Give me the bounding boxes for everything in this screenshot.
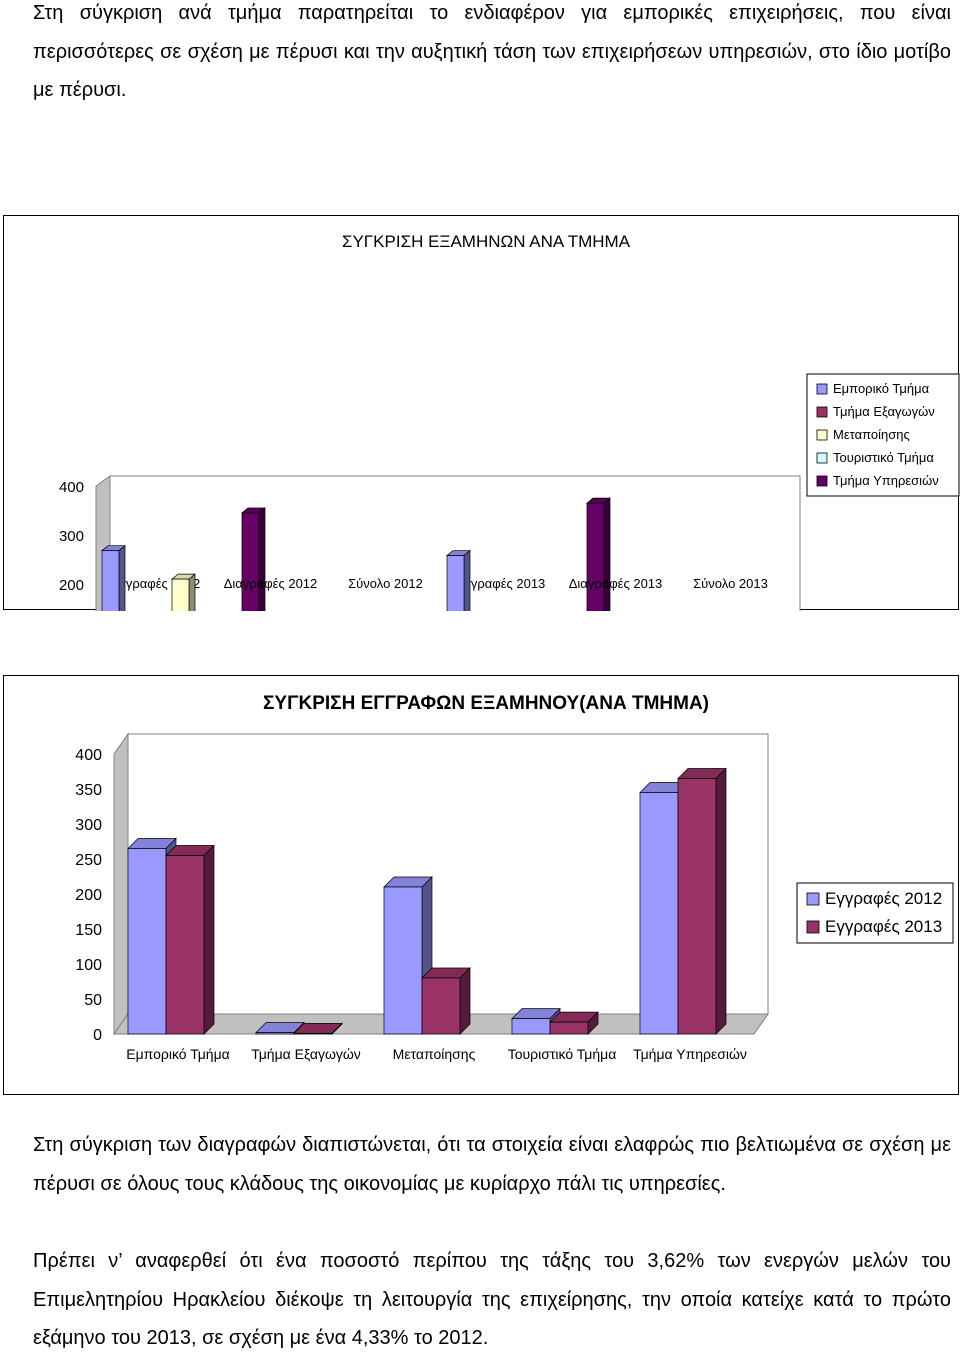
category-label: Διαγραφές 2013	[569, 576, 663, 591]
y-tick-label: 350	[75, 782, 102, 799]
category-label: Σύνολο 2013	[693, 576, 768, 591]
bar-item-2-0	[171, 573, 196, 611]
legend-swatch	[806, 892, 820, 906]
bar-item-1-4	[677, 767, 727, 1035]
category-label: Εγγραφές 2013	[456, 576, 546, 591]
category-label: Τουριστικό Τμήμα	[508, 1046, 617, 1062]
y-tick-label: 200	[59, 577, 84, 594]
y-tick-label: 300	[59, 528, 84, 545]
legend-swatch	[806, 920, 820, 934]
y-tick-label: 100	[75, 957, 102, 974]
category-label: Διαγραφές 2012	[224, 576, 318, 591]
legend-label: Τμήμα Εξαγωγών	[833, 404, 935, 419]
bar-item-4-0-side	[258, 507, 266, 611]
bar-item-1-0	[165, 844, 215, 1035]
bar-item-1-2-side	[459, 967, 471, 1035]
bar-item-0-3-front	[511, 1018, 551, 1035]
y-tick-label: 250	[75, 852, 102, 869]
chart-title: ΣΥΓΚΡΙΣΗ ΕΞΑΜΗΝΩΝ ΑΝΑ ΤΜΗΜΑ	[342, 232, 631, 251]
semester-comparison-chart-svg: -200-1000100200300400ΣΥΓΚΡΙΣΗ ΕΞΑΜΗΝΩΝ Α…	[59, 232, 960, 611]
legend-swatch	[816, 452, 828, 464]
legend-swatch	[816, 429, 828, 441]
registrations-comparison-chart-svg: 0 50 100 150 200 250 300 350 400 ΣΥΓΚΡΙΣΗ ΕΓΓΡΑΦΩ…	[75, 693, 954, 1062]
bar-item-4-0-front	[241, 512, 260, 611]
bar-item-1-0-front	[165, 855, 205, 1035]
category-label: Μεταποίησης	[393, 1046, 476, 1062]
plot-back-wall	[109, 475, 801, 611]
bar-item-2-0-front	[171, 578, 190, 611]
bar-item-0-3-side	[463, 549, 471, 611]
legend-swatch	[816, 475, 828, 487]
legend-label: Εγγραφές 2012	[825, 889, 942, 908]
category-label: Εμπορικό Τμήμα	[126, 1046, 230, 1062]
plot-side-wall	[113, 732, 129, 1036]
bar-item-0-3-front	[446, 555, 465, 611]
y-tick-label: 0	[93, 1027, 102, 1044]
legend-label: Εγγραφές 2013	[825, 917, 942, 936]
legend-box	[796, 882, 954, 944]
bar-item-0-0-side	[118, 544, 126, 611]
bar-item-1-4-side	[715, 767, 727, 1035]
percentage-paragraph: Πρέπει ν’ αναφερθεί ότι ένα ποσοστό περί…	[33, 1250, 951, 1349]
bar-item-0-4-front	[639, 792, 679, 1035]
legend-box	[806, 373, 960, 497]
legend-label: Τμήμα Υπηρεσιών	[833, 473, 939, 488]
bar-item-4-3-front	[586, 502, 605, 611]
legend-label: Εμπορικό Τμήμα	[833, 381, 930, 396]
category-label: Τμήμα Υπηρεσιών	[633, 1046, 747, 1062]
legend-swatch	[816, 383, 828, 395]
bar-item-0-0-front	[127, 848, 167, 1035]
semester-comparison-chart: -200-1000100200300400ΣΥΓΚΡΙΣΗ ΕΞΑΜΗΝΩΝ Α…	[3, 215, 960, 611]
bar-item-1-1	[293, 1022, 343, 1035]
category-label: Σύνολο 2012	[348, 576, 423, 591]
y-tick-label: 150	[75, 922, 102, 939]
bar-item-0-3	[446, 549, 471, 611]
y-tick-label: 400	[59, 479, 84, 496]
y-tick-label: 200	[75, 887, 102, 904]
y-tick-label: 300	[75, 817, 102, 834]
registrations-comparison-chart: 0 50 100 150 200 250 300 350 400 ΣΥΓΚΡΙΣΗ ΕΓΓΡΑΦΩ…	[3, 675, 959, 1095]
intro-paragraph: Στη σύγκριση ανά τμήμα παρατηρείται το ε…	[33, 2, 951, 101]
bar-item-1-2	[421, 967, 471, 1035]
legend-swatch	[816, 406, 828, 418]
bar-item-1-0-side	[203, 844, 215, 1035]
chart-title: ΣΥΓΚΡΙΣΗ ΕΓΓΡΑΦΩΝ ΕΞΑΜΗΝΟΥ(ΑΝΑ ΤΜΗΜΑ)	[263, 693, 709, 714]
bar-item-4-3	[586, 497, 611, 611]
y-tick-label: 50	[84, 992, 102, 1009]
bar-item-1-3	[549, 1011, 599, 1035]
category-label: Τμήμα Εξαγωγών	[251, 1046, 361, 1062]
deletions-paragraph: Στη σύγκριση των διαγραφών διαπιστώνεται…	[33, 1134, 951, 1195]
bar-item-0-0-front	[101, 550, 120, 611]
y-tick-label: 400	[75, 747, 102, 764]
bar-item-1-2-front	[421, 977, 461, 1035]
legend-label: Τουριστικό Τμήμα	[833, 450, 934, 465]
bar-item-0-2-front	[383, 886, 423, 1035]
bar-item-4-0	[241, 507, 266, 611]
bar-item-4-3-side	[603, 497, 611, 611]
legend-label: Μεταποίησης	[833, 427, 910, 442]
bar-item-1-4-front	[677, 778, 717, 1035]
bar-item-0-1-front	[255, 1032, 295, 1035]
bar-item-0-0	[101, 544, 126, 611]
bar-item-1-1-front	[293, 1032, 333, 1035]
bar-item-1-3-front	[549, 1021, 589, 1035]
bar-item-2-0-side	[188, 573, 196, 611]
